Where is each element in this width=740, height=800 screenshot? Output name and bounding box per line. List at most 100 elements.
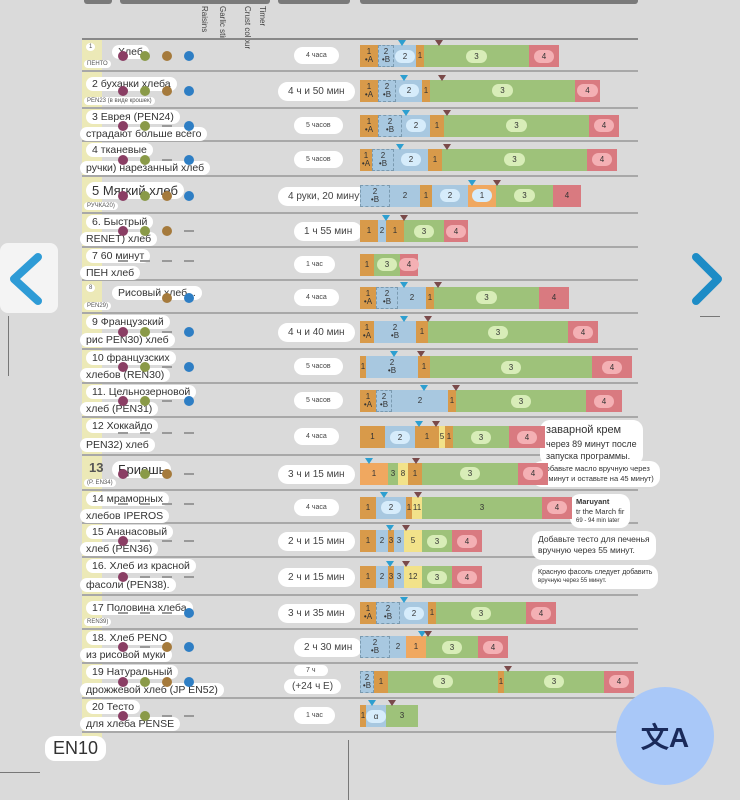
guide-line (8, 316, 9, 376)
table-row[interactable] (82, 418, 638, 456)
prev-page-button[interactable] (0, 243, 58, 313)
crust-unavailable (162, 576, 172, 578)
garlic-unavailable (140, 540, 150, 542)
table-row[interactable] (82, 596, 638, 630)
timer-dot-icon (184, 120, 194, 131)
table-row[interactable] (82, 699, 638, 733)
program-name-line2: для хлеба PENSE (80, 717, 181, 731)
crust-dot-icon (162, 226, 172, 236)
garlic-dot-icon (140, 711, 150, 721)
timeline-segment: 3 (394, 530, 404, 552)
add-ingredient-marker-icon (400, 597, 408, 603)
table-row[interactable] (82, 248, 638, 281)
timeline-segment: 3 (422, 566, 452, 588)
raisins-dot-icon (118, 120, 128, 131)
timeline-segment: 2 (400, 602, 428, 624)
table-row[interactable] (82, 109, 638, 142)
program-timeline: 1 •A 2 •B 2 1 3 4 (360, 597, 556, 624)
program-duration: 2 ч и 15 мин (278, 532, 355, 551)
option-indicators (118, 676, 194, 687)
translate-icon: 文A (640, 722, 690, 753)
header-bar-4 (360, 0, 638, 4)
option-indicators (118, 468, 194, 479)
program-timeline: 1 •A 2 •B 2 1 3 4 (360, 74, 600, 102)
raisins-unavailable (118, 259, 128, 262)
table-row[interactable] (82, 314, 638, 350)
timeline-segment: 2 (376, 496, 406, 519)
table-row[interactable] (82, 456, 638, 491)
timer-unavailable (184, 715, 194, 717)
program-timeline: 1 •A 2 •B 2 1 3 4 (360, 109, 619, 137)
program-name-line2: хлебов (REN30) (80, 368, 171, 382)
raisins-dot-icon (118, 711, 128, 721)
timeline-segment: 2 (390, 184, 420, 207)
timeline-segment: 2 (398, 286, 426, 309)
program-duration: 2 ч и 15 мин (278, 568, 355, 587)
program-name-line2: страдают больше всего (80, 126, 208, 141)
timeline-segment: 3 (434, 286, 539, 309)
table-row[interactable] (82, 142, 638, 177)
timeline-segment: 1 (416, 45, 424, 67)
table-row[interactable] (82, 384, 638, 418)
table-row[interactable] (82, 491, 638, 524)
model-label: EN10 (45, 736, 107, 761)
add-ingredient-marker-icon (415, 421, 423, 427)
remove-paddle-marker-icon (400, 215, 408, 221)
timer-dot-icon (184, 362, 194, 372)
table-row[interactable] (82, 558, 638, 596)
program-name-line1: 3 Еврея (PEN24) (86, 110, 180, 124)
timeline-segment: 2 •B (378, 114, 402, 137)
timer-unavailable (184, 230, 194, 232)
timeline-segment: 2 •B (360, 636, 390, 658)
table-row[interactable] (82, 177, 638, 214)
program-name-line1: 18. Хлеб PENO (86, 631, 174, 645)
add-ingredient-marker-icon (368, 700, 376, 706)
garlic-dot-icon (140, 190, 150, 201)
timeline-segment: 1 (408, 462, 422, 485)
timeline-segment: 4 (542, 496, 572, 519)
timeline-segment: 1 (360, 496, 376, 519)
raisins-dot-icon (118, 468, 128, 479)
raisins-dot-icon (118, 676, 128, 687)
program-duration: 5 часов (294, 358, 343, 375)
note-row-16: Красную фасоль следует добавить вручную ч… (532, 565, 659, 589)
table-row[interactable] (82, 524, 638, 558)
remove-paddle-marker-icon (438, 74, 446, 81)
timeline-segment: 1 •A (360, 148, 372, 171)
table-row[interactable] (82, 72, 638, 109)
table-row[interactable] (82, 664, 638, 699)
table-row[interactable] (82, 281, 638, 314)
program-duration: 4 ч и 40 мин (278, 323, 355, 342)
remove-paddle-marker-icon (493, 179, 501, 186)
table-row[interactable] (82, 630, 638, 664)
program-duration: 1 час (294, 255, 335, 273)
program-duration: 3 ч и 15 мин (278, 464, 355, 484)
timeline-segment: 2 •B (360, 184, 390, 207)
program-name-line1: 11. Цельнозерновой (86, 385, 197, 399)
garlic-dot-icon (140, 327, 150, 337)
add-ingredient-marker-icon (386, 525, 394, 531)
garlic-dot-icon (140, 396, 150, 406)
timeline-segment: 4 (478, 636, 508, 658)
next-page-button[interactable] (682, 243, 740, 313)
program-name-line1: 19 Натуральный (86, 665, 179, 679)
timeline-segment: 4 (568, 321, 598, 343)
table-row[interactable] (82, 350, 638, 384)
timeline-segment: 1 (360, 530, 376, 552)
table-row[interactable] (82, 40, 638, 72)
timeline-segment: 1 (420, 184, 432, 207)
crust-unavailable (162, 540, 172, 542)
header-bar-1 (84, 0, 112, 4)
option-indicators (118, 362, 194, 372)
translate-button[interactable]: 文A (616, 687, 714, 785)
col-header-garlic: Garlic stir (218, 6, 227, 40)
option-indicators (118, 292, 194, 303)
option-indicators (118, 154, 194, 165)
timeline-segment: 1 (428, 148, 442, 171)
table-row[interactable] (82, 214, 638, 248)
timeline-segment: 1 (426, 286, 434, 309)
crust-unavailable (162, 400, 172, 402)
timeline-segment: 3 (388, 462, 398, 485)
